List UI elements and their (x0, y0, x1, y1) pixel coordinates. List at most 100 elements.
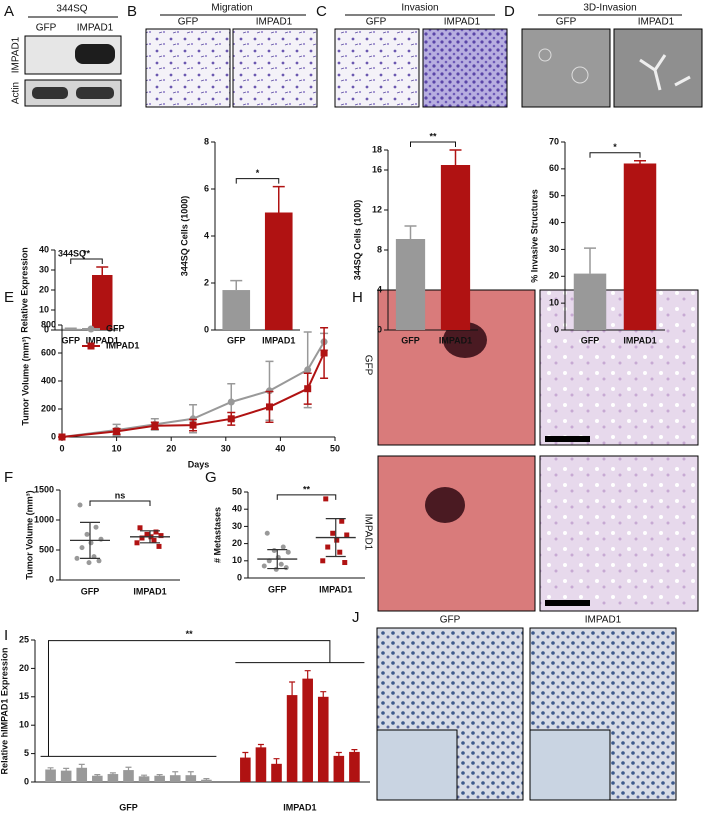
significance: ** (303, 484, 311, 494)
y-tick-label: 2 (204, 277, 209, 287)
bar (60, 328, 81, 330)
column-label: GFP (178, 17, 199, 28)
y-tick-label: 4 (204, 230, 209, 240)
error-bar (78, 763, 85, 772)
error-bar (141, 774, 148, 779)
y-tick-label: 50 (549, 190, 559, 200)
y-tick-label: 20 (549, 271, 559, 281)
y-tick-label: 10 (549, 298, 559, 308)
y-tick-label: 40 (549, 217, 559, 227)
y-tick-label: 30 (549, 244, 559, 254)
point (337, 549, 343, 555)
point (158, 533, 164, 539)
x-tick-label: IMPAD1 (623, 335, 656, 345)
y-axis-label: 344SQ Cells (1000) (352, 200, 362, 281)
y-tick-label: 6 (204, 183, 209, 193)
bar (222, 290, 251, 330)
error-bar (187, 771, 194, 780)
bar (92, 275, 113, 330)
y-tick-label: 200 (41, 403, 56, 413)
column-label: GFP (36, 23, 57, 34)
sd-bar (267, 549, 288, 570)
image-title: Migration (211, 3, 252, 14)
y-tick-label: 50 (232, 486, 242, 496)
point (74, 555, 80, 561)
y-tick-label: 0 (44, 324, 49, 334)
panel-label: D (504, 3, 515, 20)
point (137, 525, 143, 531)
significance-bracket (589, 152, 641, 158)
row-label: IMPAD1 (362, 514, 373, 551)
panel-label: E (4, 289, 14, 306)
x-tick-label: 40 (275, 443, 285, 453)
point (273, 566, 279, 572)
photo-detail (443, 322, 487, 358)
legend-label: IMPAD1 (106, 340, 139, 350)
error-bar (404, 225, 417, 239)
error-bar (230, 279, 243, 291)
legend-marker (87, 342, 95, 350)
point (342, 560, 348, 566)
y-tick-label: 30 (39, 264, 49, 274)
bar (264, 212, 293, 330)
point (151, 537, 157, 543)
micrograph (232, 28, 318, 108)
significance: * (613, 142, 617, 152)
x-tick-label: IMPAD1 (439, 335, 472, 345)
bar (440, 165, 471, 330)
panel-label: H (352, 289, 363, 306)
y-axis-label: Tumor Volume (mm³) (20, 336, 30, 425)
line (61, 352, 325, 438)
significance-bracket (410, 141, 456, 147)
column-label: GFP (440, 615, 461, 626)
point (320, 349, 328, 357)
bar (573, 273, 607, 330)
error-bar (64, 327, 77, 329)
y-tick-label: 8 (204, 136, 209, 146)
panel-label: F (4, 469, 13, 486)
micrograph (521, 28, 611, 108)
y-tick-label: 400 (41, 375, 56, 385)
point (134, 540, 140, 546)
error-bar (272, 185, 285, 213)
photo-detail (425, 487, 465, 523)
sd-bar (80, 521, 100, 559)
bar (76, 767, 88, 782)
y-tick-label: 20 (19, 663, 29, 673)
y-tick-label: 15 (19, 691, 29, 701)
error-bar (273, 758, 280, 770)
bar (286, 695, 298, 782)
micrograph (539, 455, 699, 612)
column-label: IMPAD1 (77, 23, 114, 34)
bar (317, 696, 329, 782)
panel-label: C (316, 3, 327, 20)
bar (302, 678, 313, 782)
image-title: Invasion (401, 3, 438, 14)
x-tick-label: 50 (330, 443, 340, 453)
sd-bar (140, 530, 160, 544)
error-bar (449, 149, 462, 165)
point (264, 530, 270, 536)
y-tick-label: 60 (549, 163, 559, 173)
image-header: 344SQ (56, 4, 87, 15)
panel-label: A (4, 3, 14, 20)
panel-label: J (352, 609, 360, 626)
y-axis-label: % Invasive Structures (529, 189, 539, 283)
bar (92, 775, 103, 782)
scale-bar (545, 436, 590, 442)
y-axis-label: Relative hIMPAD1 Expression (0, 648, 9, 775)
point (285, 549, 291, 555)
error-bar (320, 691, 327, 703)
image-title: 3D-Invasion (583, 3, 636, 14)
photo (377, 455, 536, 612)
structure (538, 48, 552, 62)
point (86, 560, 92, 566)
y-axis-label: 344SQ Cells (1000) (179, 196, 189, 277)
point (227, 415, 235, 423)
y-tick-label: 0 (237, 572, 242, 582)
point (96, 558, 102, 564)
y-tick-label: 30 (232, 521, 242, 531)
column-label: GFP (366, 17, 387, 28)
significance-bracket (70, 258, 103, 264)
